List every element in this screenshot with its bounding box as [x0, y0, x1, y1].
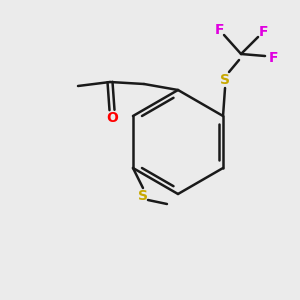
Text: O: O	[106, 111, 118, 125]
Text: F: F	[214, 23, 224, 37]
Text: F: F	[258, 25, 268, 39]
Text: S: S	[220, 73, 230, 87]
Text: S: S	[138, 189, 148, 203]
Text: F: F	[268, 51, 278, 65]
